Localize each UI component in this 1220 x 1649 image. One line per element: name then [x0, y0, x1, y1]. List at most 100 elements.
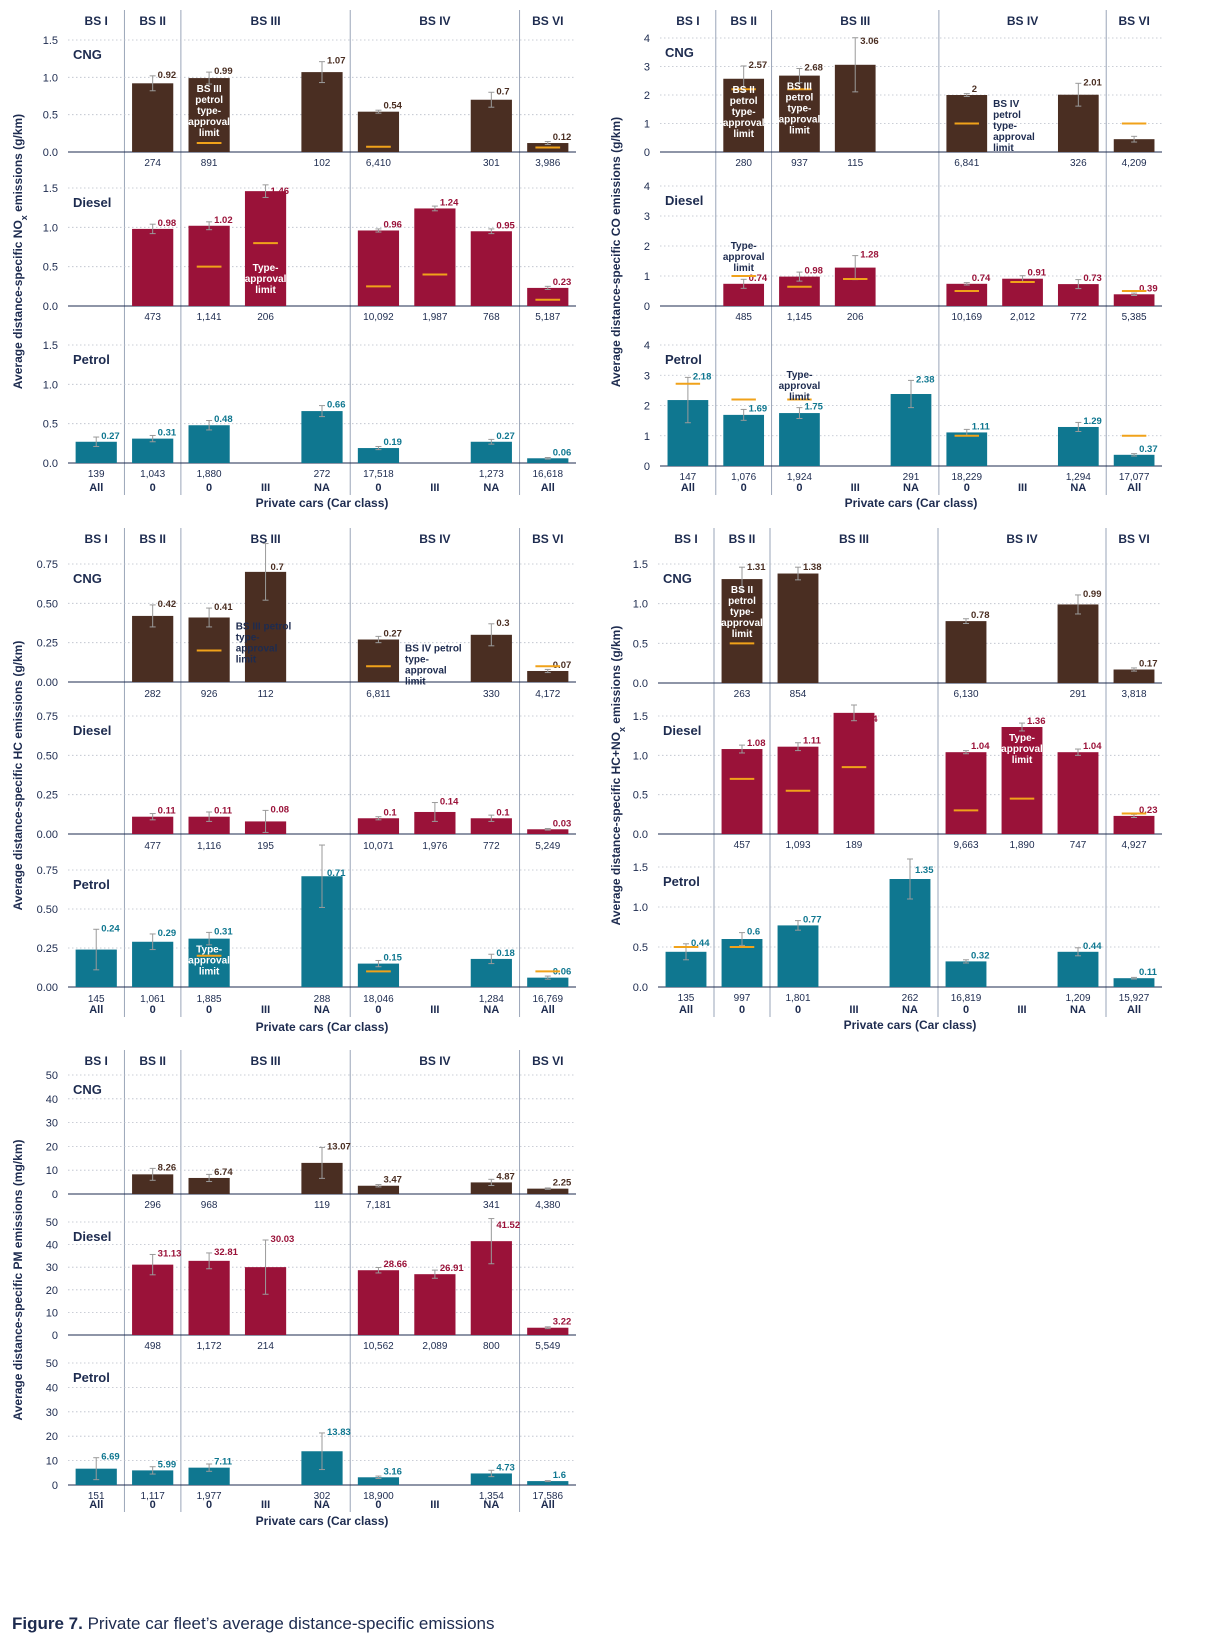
sample-count: 3,818 — [1121, 689, 1146, 700]
y-tick-label: 1.5 — [43, 35, 58, 47]
sample-count: 5,385 — [1122, 312, 1147, 323]
sample-count: 5,187 — [535, 312, 560, 323]
y-tick-label: 0.5 — [43, 419, 58, 431]
bar — [301, 411, 343, 463]
data-label: 0.39 — [1139, 283, 1158, 294]
sample-count: 1,093 — [785, 840, 810, 851]
data-label: 2.18 — [693, 371, 712, 382]
data-label: 32.81 — [214, 1247, 238, 1258]
bar — [777, 573, 819, 683]
chart-co: BS I BS II BS III BS IV BS VI 0 1 2 3 4 CNG 2.57 2.6… — [609, 10, 1162, 510]
sample-count: 2,089 — [422, 1341, 447, 1352]
data-label: 0.29 — [158, 928, 177, 939]
sample-count: 768 — [483, 312, 500, 323]
era-header: BS III — [251, 1054, 281, 1068]
annotation-text: limit — [199, 967, 220, 978]
sample-count: 17,586 — [532, 1491, 563, 1502]
era-header: BS VI — [532, 1054, 563, 1068]
bar — [945, 961, 987, 987]
data-label: 1.07 — [327, 56, 346, 67]
data-label: 2.38 — [916, 374, 935, 385]
data-label: 31.13 — [158, 1248, 182, 1259]
data-label: 0.27 — [496, 431, 515, 442]
sample-count: 206 — [257, 312, 274, 323]
data-label: 0.54 — [383, 101, 402, 112]
era-header: BS IV — [1007, 14, 1038, 28]
bar — [357, 230, 400, 306]
annotation-text: petrol — [993, 110, 1021, 121]
x-tick-label: 0 — [375, 482, 381, 494]
annotation-text: limit — [993, 143, 1014, 154]
x-tick-label: NA — [903, 482, 919, 494]
era-header: BS I — [85, 532, 108, 546]
sample-count: 189 — [846, 840, 863, 851]
y-tick-label: 0.25 — [37, 790, 58, 802]
data-label: 0.15 — [383, 953, 402, 964]
data-label: 0.17 — [1139, 659, 1158, 670]
sample-count: 6,841 — [954, 158, 979, 169]
data-label: 1.54 — [859, 714, 878, 725]
bar — [1113, 669, 1155, 683]
fuel-label: Diesel — [665, 193, 703, 208]
bar — [357, 1477, 400, 1485]
x-tick-label: III — [261, 482, 270, 494]
data-label: 28.66 — [383, 1259, 407, 1270]
era-header: BS IV — [419, 1054, 450, 1068]
y-tick-label: 0.00 — [37, 677, 58, 689]
x-tick-label: 0 — [206, 1004, 212, 1016]
bar — [357, 818, 400, 834]
x-tick-label: All — [89, 482, 103, 494]
sample-count: 1,987 — [422, 312, 447, 323]
y-tick-label: 30 — [46, 1118, 58, 1130]
era-header: BS III — [251, 532, 281, 546]
y-tick-label: 50 — [46, 1217, 58, 1229]
y-tick-label: 0.0 — [43, 147, 58, 159]
sample-count: 6,811 — [366, 689, 391, 700]
annotation-text: BS III — [197, 84, 222, 95]
y-tick-label: 3 — [644, 211, 650, 223]
bar — [188, 1260, 230, 1335]
sample-count: 151 — [88, 1491, 105, 1502]
sample-count: 968 — [201, 1200, 218, 1211]
annotation-text: petrol — [195, 95, 223, 106]
annotation-text: limit — [199, 128, 220, 139]
y-tick-label: 1.5 — [43, 340, 58, 352]
sample-count: 102 — [314, 158, 331, 169]
sample-count: 16,819 — [951, 993, 982, 1004]
fuel-label: CNG — [73, 1082, 102, 1097]
x-tick-label: 0 — [796, 482, 802, 494]
sample-count: 16,769 — [532, 994, 563, 1005]
x-tick-label: NA — [483, 482, 499, 494]
sample-count: 17,518 — [363, 469, 394, 480]
sample-count: 1,117 — [141, 1491, 166, 1502]
annotation-text: BS II — [731, 585, 753, 596]
x-tick-label: All — [679, 1004, 693, 1016]
data-label: 7.11 — [214, 1457, 233, 1468]
sample-count: 772 — [483, 841, 500, 852]
data-label: 0.77 — [803, 914, 822, 925]
bar — [721, 749, 763, 834]
sample-count: 1,801 — [785, 993, 810, 1004]
annotation-text: type- — [993, 121, 1017, 132]
annotation-text: limit — [733, 129, 754, 140]
x-tick-label: III — [261, 1004, 270, 1016]
x-tick-label: All — [541, 1004, 555, 1016]
x-tick-label: III — [851, 482, 860, 494]
era-header: BS VI — [1118, 14, 1149, 28]
x-tick-label: NA — [314, 482, 330, 494]
data-label: 0.41 — [214, 602, 233, 613]
x-tick-label: NA — [483, 1499, 499, 1511]
sample-count: 288 — [314, 994, 331, 1005]
y-tick-label: 10 — [46, 1165, 58, 1177]
bar — [1113, 978, 1155, 987]
bar — [527, 829, 569, 834]
data-label: 4.87 — [496, 1171, 515, 1182]
annotation-text: approval — [723, 118, 765, 129]
x-tick-label: All — [1127, 1004, 1141, 1016]
sample-count: 1,043 — [140, 469, 165, 480]
y-tick-label: 3 — [644, 370, 650, 382]
y-tick-label: 1 — [644, 119, 650, 131]
chart-nox: BS I BS II BS III BS IV BS VI 0.0 0.5 1.0 1.5 CNG… — [11, 10, 576, 510]
annotation-text: limit — [789, 392, 810, 403]
